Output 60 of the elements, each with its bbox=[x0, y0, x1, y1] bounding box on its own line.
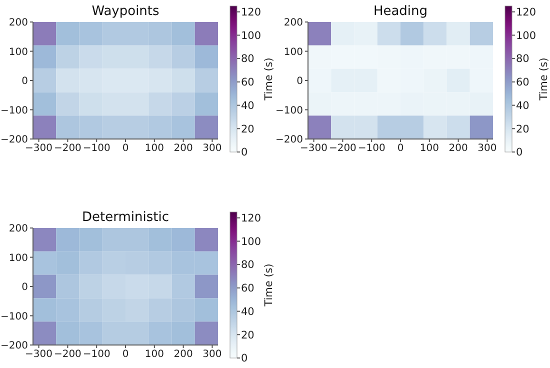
x-tick-label: −100 bbox=[82, 143, 110, 154]
chart-title: Heading bbox=[372, 4, 429, 19]
x-tick-label: 100 bbox=[420, 143, 439, 154]
x-tick-label: −300 bbox=[25, 349, 53, 360]
x-tick-label: 200 bbox=[174, 143, 193, 154]
x-tick-label: −300 bbox=[25, 143, 53, 154]
color-bar-label: 100 bbox=[241, 30, 262, 42]
y-tick-label: 200 bbox=[284, 18, 303, 29]
x-tick-label: 100 bbox=[144, 143, 164, 154]
color-bar-label: 120 bbox=[516, 6, 536, 19]
x-tick-label: −200 bbox=[54, 143, 82, 154]
color-bar-title: Time (s) bbox=[263, 264, 275, 308]
x-tick-label: −200 bbox=[328, 143, 356, 154]
y-tick-label: 0 bbox=[296, 76, 303, 88]
y-tick-label: 200 bbox=[8, 224, 28, 235]
x-tick-label: −200 bbox=[54, 349, 82, 360]
chart-title: Waypoints bbox=[90, 4, 160, 19]
y-tick-label: 200 bbox=[8, 18, 28, 29]
y-tick-label: 0 bbox=[22, 282, 28, 294]
x-tick-label: −100 bbox=[358, 143, 386, 154]
x-tick-label: −300 bbox=[300, 143, 328, 154]
color-bar-label: 60 bbox=[241, 282, 254, 295]
color-bar-label: 20 bbox=[241, 123, 254, 136]
y-tick-label: 100 bbox=[8, 252, 28, 264]
color-bar-label: 60 bbox=[241, 76, 254, 89]
color-bar-label: 20 bbox=[516, 123, 530, 136]
x-tick-label: 0 bbox=[122, 143, 129, 154]
y-tick-label: −100 bbox=[0, 311, 28, 322]
color-bar-label: 80 bbox=[516, 53, 530, 66]
color-bar-label: 20 bbox=[241, 329, 254, 342]
color-bar-label: 100 bbox=[516, 30, 536, 42]
y-tick-label: −100 bbox=[276, 105, 303, 116]
y-tick-label: −200 bbox=[0, 340, 28, 352]
color-bar-label: 40 bbox=[516, 100, 530, 112]
x-tick-label: 200 bbox=[174, 349, 193, 360]
color-bar-label: 80 bbox=[241, 53, 254, 66]
y-tick-label: 100 bbox=[8, 46, 28, 58]
color-bar-label: 80 bbox=[241, 259, 254, 272]
chart-title: Deterministic bbox=[81, 210, 170, 225]
y-tick-label: 0 bbox=[22, 76, 28, 88]
x-tick-label: 0 bbox=[397, 143, 404, 154]
color-bar-label: 40 bbox=[241, 306, 254, 318]
x-tick-label: −100 bbox=[82, 349, 110, 360]
x-tick-label: 200 bbox=[448, 143, 468, 154]
color-bar-label: 120 bbox=[241, 212, 262, 225]
color-bar-label: 40 bbox=[241, 100, 254, 112]
x-tick-label: 100 bbox=[144, 349, 164, 360]
color-bar-title: Time (s) bbox=[538, 58, 550, 102]
color-bar-label: 100 bbox=[241, 236, 262, 248]
y-tick-label: −200 bbox=[0, 134, 28, 146]
x-tick-label: 300 bbox=[478, 143, 497, 154]
color-bar-label: 60 bbox=[516, 76, 530, 89]
y-tick-label: 100 bbox=[284, 46, 303, 58]
x-tick-label: 0 bbox=[122, 349, 129, 360]
y-tick-label: −200 bbox=[276, 134, 303, 146]
color-bar-title: Time (s) bbox=[263, 58, 275, 102]
color-bar-label: 120 bbox=[241, 6, 262, 19]
y-tick-label: −100 bbox=[0, 105, 28, 116]
x-tick-label: 300 bbox=[202, 143, 222, 154]
x-tick-label: 300 bbox=[202, 349, 222, 360]
